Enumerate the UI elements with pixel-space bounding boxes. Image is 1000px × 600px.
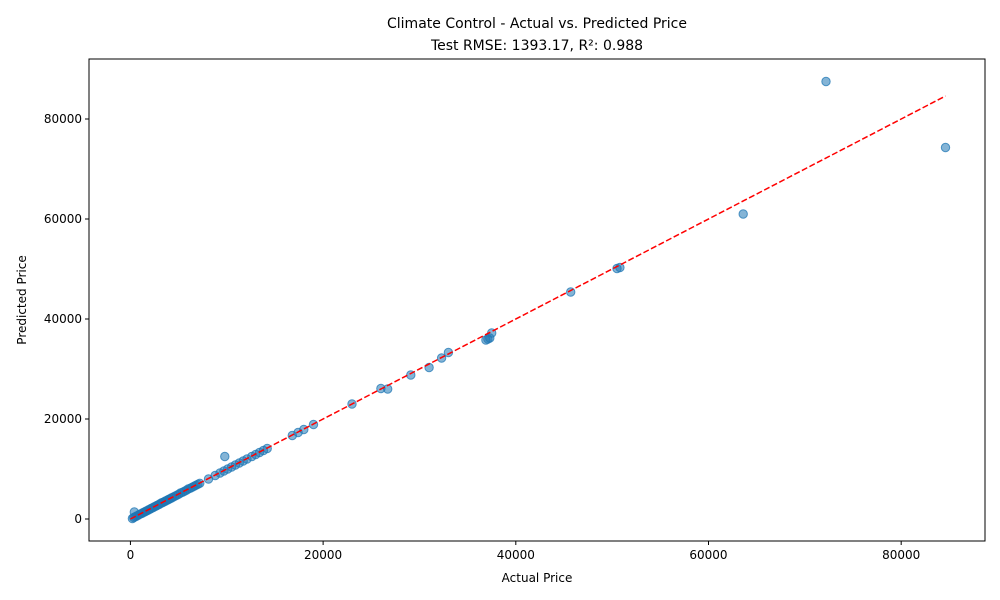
data-point: [129, 507, 140, 517]
data-point: [566, 287, 576, 297]
chart-subtitle: Test RMSE: 1393.17, R²: 0.988: [430, 38, 643, 54]
x-tick-label: 0: [127, 548, 135, 562]
x-tick-label: 20000: [304, 548, 342, 562]
y-tick-label: 40000: [44, 312, 82, 326]
data-point: [940, 142, 951, 153]
y-axis-label: Predicted Price: [15, 255, 29, 344]
x-tick-label: 80000: [882, 548, 920, 562]
plot-area: [127, 76, 951, 524]
y-tick-label: 20000: [44, 412, 82, 426]
perfect-prediction-line: [130, 95, 946, 520]
y-tick-label: 80000: [44, 112, 82, 126]
data-point: [738, 209, 748, 219]
y-tick-label: 0: [74, 512, 82, 526]
x-tick-label: 60000: [689, 548, 727, 562]
data-point: [615, 262, 625, 273]
data-point: [220, 451, 230, 462]
data-point: [299, 424, 309, 435]
axis-ticks: 0 20000 40000 60000 80000 0 20000 40000 60000 800…: [44, 112, 920, 562]
x-tick-label: 40000: [497, 548, 535, 562]
chart-title: Climate Control - Actual vs. Predicted P…: [387, 16, 687, 32]
axes-frame: [88, 58, 986, 542]
y-tick-label: 60000: [44, 212, 82, 226]
x-axis-label: Actual Price: [502, 571, 573, 585]
data-point: [821, 76, 831, 87]
